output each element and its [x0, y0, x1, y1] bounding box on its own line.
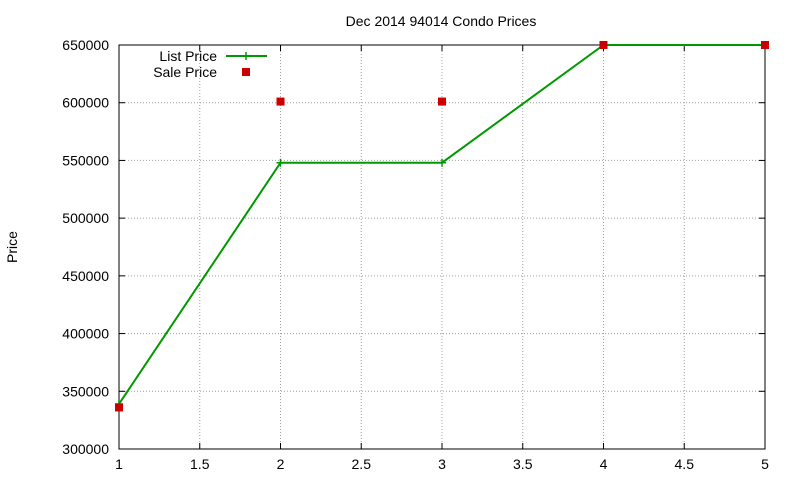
y-tick-label: 300000	[62, 441, 109, 457]
x-tick-label: 4	[600, 456, 608, 472]
chart-title: Dec 2014 94014 Condo Prices	[346, 13, 537, 29]
data-point-marker	[276, 158, 285, 167]
x-tick-label: 2.5	[352, 456, 372, 472]
legend-item: Sale Price	[153, 64, 250, 80]
data-series	[115, 41, 769, 412]
x-tick-label: 4.5	[675, 456, 695, 472]
y-tick-label: 650000	[62, 37, 109, 53]
x-tick-label: 5	[761, 456, 769, 472]
x-tick-label: 3.5	[513, 456, 533, 472]
legend-label: Sale Price	[153, 64, 217, 80]
data-point-marker	[761, 41, 769, 49]
axes: 1 1.5 2 2.5 3 3.5 4 4.5 5 300000 350000 400000 45000…	[62, 37, 769, 472]
y-tick-label: 450000	[62, 268, 109, 284]
y-axis-label: Price	[4, 231, 20, 263]
legend-marker-swatch	[242, 68, 250, 76]
legend-item: List Price	[159, 48, 267, 64]
y-tick-label: 600000	[62, 95, 109, 111]
data-point-marker	[115, 403, 123, 412]
data-point-marker	[599, 41, 608, 49]
grid-lines	[119, 45, 765, 449]
x-tick-label: 3	[438, 456, 446, 472]
y-tick-label: 500000	[62, 210, 109, 226]
data-point-marker	[438, 158, 446, 167]
x-tick-label: 1	[115, 456, 123, 472]
y-tick-label: 350000	[62, 383, 109, 399]
y-tick-label: 400000	[62, 326, 109, 342]
x-tick-label: 2	[277, 456, 285, 472]
series-sale-price	[115, 41, 769, 412]
legend-label: List Price	[159, 48, 217, 64]
data-point-marker	[438, 97, 446, 106]
legend-marker-swatch	[242, 52, 250, 60]
plot-border	[118, 44, 766, 450]
data-point-marker	[276, 97, 285, 106]
y-tick-label: 550000	[62, 152, 109, 168]
x-tick-label: 1.5	[190, 456, 210, 472]
